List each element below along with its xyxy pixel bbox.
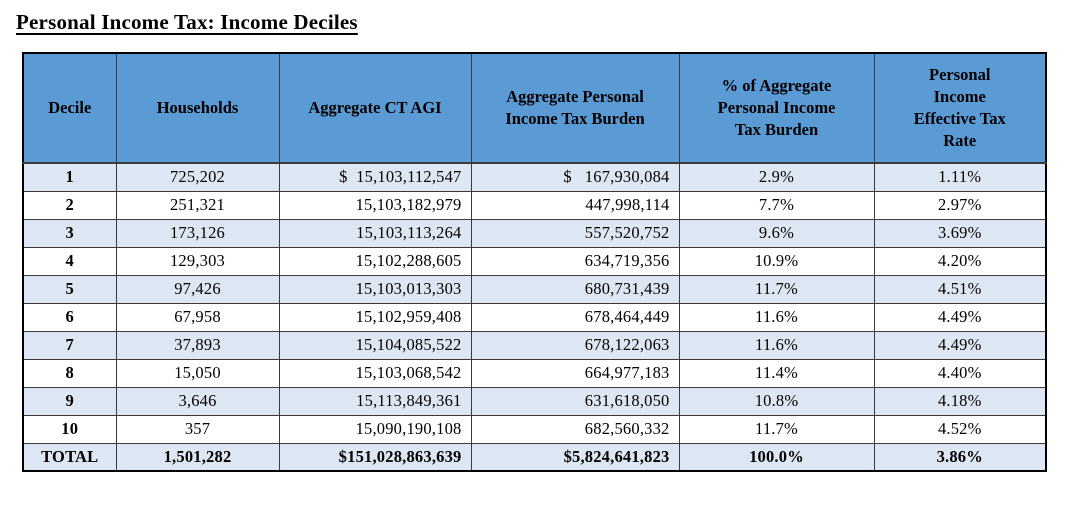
cell-aggregate-personal-income-tax-burden: 631,618,050	[470, 386, 680, 416]
table-body: 1 725,202 $ 15,103,112,547 $ 167,930,084 2.9…	[22, 162, 1047, 472]
cell-pct-of-aggregate-personal-income-tax-burden: 9.6%	[678, 218, 875, 248]
cell-aggregate-personal-income-tax-burden: $ 167,930,084	[470, 162, 680, 192]
cell-aggregate-personal-income-tax-burden: 678,464,449	[470, 302, 680, 332]
cell-personal-income-effective-tax-rate: 4.52%	[873, 414, 1047, 444]
cell-pct-of-aggregate-personal-income-tax-burden: 11.4%	[678, 358, 875, 388]
cell-aggregate-personal-income-tax-burden: 634,719,356	[470, 246, 680, 276]
income-deciles-table: Decile Households Aggregate CT AGI Aggregat…	[22, 52, 1047, 472]
column-header-households: Households	[115, 52, 280, 164]
cell-households: 725,202	[115, 162, 280, 192]
column-header-label: Personal Income Effective Tax Rate	[913, 65, 1006, 150]
decile-row: 4 129,303 15,102,288,605 634,719,356 10.9% 4.…	[22, 246, 1047, 276]
cell-aggregate-personal-income-tax-burden: 447,998,114	[470, 190, 680, 220]
cell-pct-of-aggregate-personal-income-tax-burden: 11.7%	[678, 414, 875, 444]
cell-aggregate-personal-income-tax-burden: 682,560,332	[470, 414, 680, 444]
page-title: Personal Income Tax: Income Deciles	[16, 10, 358, 34]
cell-pct-of-aggregate-personal-income-tax-burden: 10.9%	[678, 246, 875, 276]
cell-decile: TOTAL	[22, 442, 117, 472]
table-header: Decile Households Aggregate CT AGI Aggregat…	[22, 52, 1047, 164]
column-header-decile: Decile	[22, 52, 117, 164]
column-header-pct-of-aggregate-personal-income-tax-burden: % of Aggregate Personal Income Tax Burde…	[678, 52, 875, 164]
total-row: TOTAL 1,501,282 $151,028,863,639 $5,824,641…	[22, 442, 1047, 472]
cell-pct-of-aggregate-personal-income-tax-burden: 11.6%	[678, 302, 875, 332]
cell-pct-of-aggregate-personal-income-tax-burden: 2.9%	[678, 162, 875, 192]
cell-personal-income-effective-tax-rate: 4.49%	[873, 302, 1047, 332]
cell-households: 15,050	[115, 358, 280, 388]
cell-aggregate-ct-agi: 15,102,288,605	[278, 246, 472, 276]
cell-aggregate-ct-agi: 15,090,190,108	[278, 414, 472, 444]
table-header-row: Decile Households Aggregate CT AGI Aggregat…	[22, 52, 1047, 164]
cell-decile: 8	[22, 358, 117, 388]
decile-row: 1 725,202 $ 15,103,112,547 $ 167,930,084 2.9…	[22, 162, 1047, 192]
cell-personal-income-effective-tax-rate: 4.20%	[873, 246, 1047, 276]
column-header-personal-income-effective-tax-rate: Personal Income Effective Tax Rate	[873, 52, 1047, 164]
cell-decile: 1	[22, 162, 117, 192]
decile-row: 5 97,426 15,103,013,303 680,731,439 11.7% 4.5…	[22, 274, 1047, 304]
cell-pct-of-aggregate-personal-income-tax-burden: 7.7%	[678, 190, 875, 220]
cell-decile: 4	[22, 246, 117, 276]
cell-personal-income-effective-tax-rate: 3.86%	[873, 442, 1047, 472]
cell-households: 251,321	[115, 190, 280, 220]
cell-aggregate-personal-income-tax-burden: 678,122,063	[470, 330, 680, 360]
cell-aggregate-ct-agi: $151,028,863,639	[278, 442, 472, 472]
cell-aggregate-personal-income-tax-burden: $5,824,641,823	[470, 442, 680, 472]
column-header-label: Decile	[48, 98, 92, 118]
cell-households: 1,501,282	[115, 442, 280, 472]
column-header-label: Households	[156, 98, 239, 118]
cell-pct-of-aggregate-personal-income-tax-burden: 11.7%	[678, 274, 875, 304]
decile-row: 8 15,050 15,103,068,542 664,977,183 11.4% 4.4…	[22, 358, 1047, 388]
cell-households: 3,646	[115, 386, 280, 416]
cell-decile: 2	[22, 190, 117, 220]
cell-personal-income-effective-tax-rate: 4.40%	[873, 358, 1047, 388]
cell-pct-of-aggregate-personal-income-tax-burden: 10.8%	[678, 386, 875, 416]
cell-households: 129,303	[115, 246, 280, 276]
cell-households: 173,126	[115, 218, 280, 248]
cell-decile: 3	[22, 218, 117, 248]
column-header-label: % of Aggregate Personal Income Tax Burde…	[717, 76, 836, 139]
column-header-aggregate-ct-agi: Aggregate CT AGI	[278, 52, 472, 164]
cell-aggregate-ct-agi: 15,103,113,264	[278, 218, 472, 248]
column-header-label: Aggregate CT AGI	[308, 98, 442, 118]
cell-households: 97,426	[115, 274, 280, 304]
cell-households: 67,958	[115, 302, 280, 332]
decile-row: 9 3,646 15,113,849,361 631,618,050 10.8% 4.18…	[22, 386, 1047, 416]
cell-decile: 6	[22, 302, 117, 332]
cell-personal-income-effective-tax-rate: 4.51%	[873, 274, 1047, 304]
decile-row: 10 357 15,090,190,108 682,560,332 11.7% 4.52%	[22, 414, 1047, 444]
column-header-label: Aggregate Personal Income Tax Burden	[505, 87, 645, 128]
cell-decile: 10	[22, 414, 117, 444]
cell-personal-income-effective-tax-rate: 4.49%	[873, 330, 1047, 360]
cell-aggregate-personal-income-tax-burden: 664,977,183	[470, 358, 680, 388]
decile-row: 3 173,126 15,103,113,264 557,520,752 9.6% 3.6…	[22, 218, 1047, 248]
cell-personal-income-effective-tax-rate: 3.69%	[873, 218, 1047, 248]
decile-row: 2 251,321 15,103,182,979 447,998,114 7.7% 2.9…	[22, 190, 1047, 220]
cell-aggregate-ct-agi: 15,104,085,522	[278, 330, 472, 360]
decile-row: 7 37,893 15,104,085,522 678,122,063 11.6% 4.4…	[22, 330, 1047, 360]
decile-row: 6 67,958 15,102,959,408 678,464,449 11.6% 4.4…	[22, 302, 1047, 332]
cell-aggregate-ct-agi: $ 15,103,112,547	[278, 162, 472, 192]
cell-aggregate-ct-agi: 15,103,182,979	[278, 190, 472, 220]
cell-aggregate-personal-income-tax-burden: 557,520,752	[470, 218, 680, 248]
cell-households: 37,893	[115, 330, 280, 360]
cell-aggregate-ct-agi: 15,103,068,542	[278, 358, 472, 388]
cell-decile: 9	[22, 386, 117, 416]
cell-households: 357	[115, 414, 280, 444]
cell-personal-income-effective-tax-rate: 2.97%	[873, 190, 1047, 220]
cell-pct-of-aggregate-personal-income-tax-burden: 100.0%	[678, 442, 875, 472]
cell-aggregate-ct-agi: 15,102,959,408	[278, 302, 472, 332]
cell-pct-of-aggregate-personal-income-tax-burden: 11.6%	[678, 330, 875, 360]
cell-aggregate-ct-agi: 15,103,013,303	[278, 274, 472, 304]
column-header-aggregate-personal-income-tax-burden: Aggregate Personal Income Tax Burden	[470, 52, 680, 164]
cell-decile: 7	[22, 330, 117, 360]
cell-aggregate-personal-income-tax-burden: 680,731,439	[470, 274, 680, 304]
cell-aggregate-ct-agi: 15,113,849,361	[278, 386, 472, 416]
cell-personal-income-effective-tax-rate: 4.18%	[873, 386, 1047, 416]
cell-decile: 5	[22, 274, 117, 304]
cell-personal-income-effective-tax-rate: 1.11%	[873, 162, 1047, 192]
